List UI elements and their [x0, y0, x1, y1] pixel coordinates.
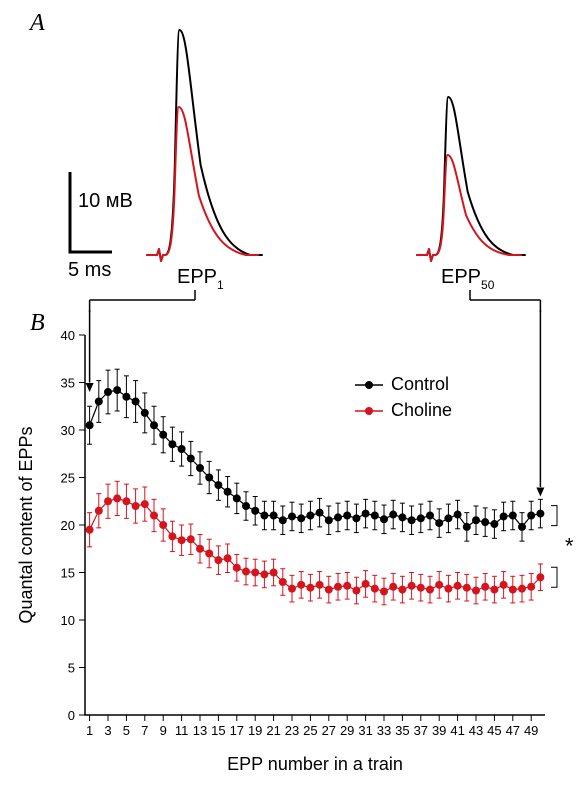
svg-text:Choline: Choline [391, 400, 452, 420]
panel-b-chart: 0510152025303540135791113151719212325272… [0, 310, 586, 790]
svg-text:29: 29 [340, 723, 354, 738]
svg-text:1: 1 [86, 723, 93, 738]
svg-text:25: 25 [61, 471, 75, 486]
svg-text:30: 30 [61, 423, 75, 438]
svg-text:Quantal content of EPPs: Quantal content of EPPs [16, 426, 36, 623]
svg-text:13: 13 [193, 723, 207, 738]
svg-text:20: 20 [61, 518, 75, 533]
svg-text:37: 37 [414, 723, 428, 738]
svg-text:25: 25 [303, 723, 317, 738]
svg-text:5 ms: 5 ms [68, 259, 111, 281]
svg-text:EPP number in a train: EPP number in a train [227, 754, 403, 774]
svg-text:31: 31 [358, 723, 372, 738]
svg-text:45: 45 [487, 723, 501, 738]
svg-text:19: 19 [248, 723, 262, 738]
svg-text:15: 15 [211, 723, 225, 738]
svg-text:15: 15 [61, 566, 75, 581]
svg-text:21: 21 [266, 723, 280, 738]
svg-text:10 мВ: 10 мВ [78, 190, 133, 212]
svg-text:43: 43 [469, 723, 483, 738]
svg-text:27: 27 [322, 723, 336, 738]
svg-text:7: 7 [141, 723, 148, 738]
svg-text:5: 5 [123, 723, 130, 738]
svg-text:9: 9 [160, 723, 167, 738]
svg-text:40: 40 [61, 328, 75, 343]
svg-text:3: 3 [104, 723, 111, 738]
svg-text:5: 5 [68, 661, 75, 676]
svg-text:17: 17 [230, 723, 244, 738]
svg-text:11: 11 [175, 723, 189, 738]
svg-text:39: 39 [432, 723, 446, 738]
svg-text:35: 35 [395, 723, 409, 738]
svg-text:35: 35 [61, 376, 75, 391]
svg-text:EPP50: EPP50 [441, 266, 495, 292]
svg-text:23: 23 [285, 723, 299, 738]
svg-text:*: * [565, 533, 574, 558]
svg-text:Control: Control [391, 374, 449, 394]
svg-text:10: 10 [61, 613, 75, 628]
svg-text:49: 49 [524, 723, 538, 738]
panel-a-traces: 10 мВ 5 ms EPP1 EPP50 [0, 0, 586, 300]
svg-text:33: 33 [377, 723, 391, 738]
svg-text:0: 0 [68, 708, 75, 723]
svg-text:47: 47 [506, 723, 520, 738]
svg-text:EPP1: EPP1 [177, 266, 224, 292]
svg-text:41: 41 [450, 723, 464, 738]
